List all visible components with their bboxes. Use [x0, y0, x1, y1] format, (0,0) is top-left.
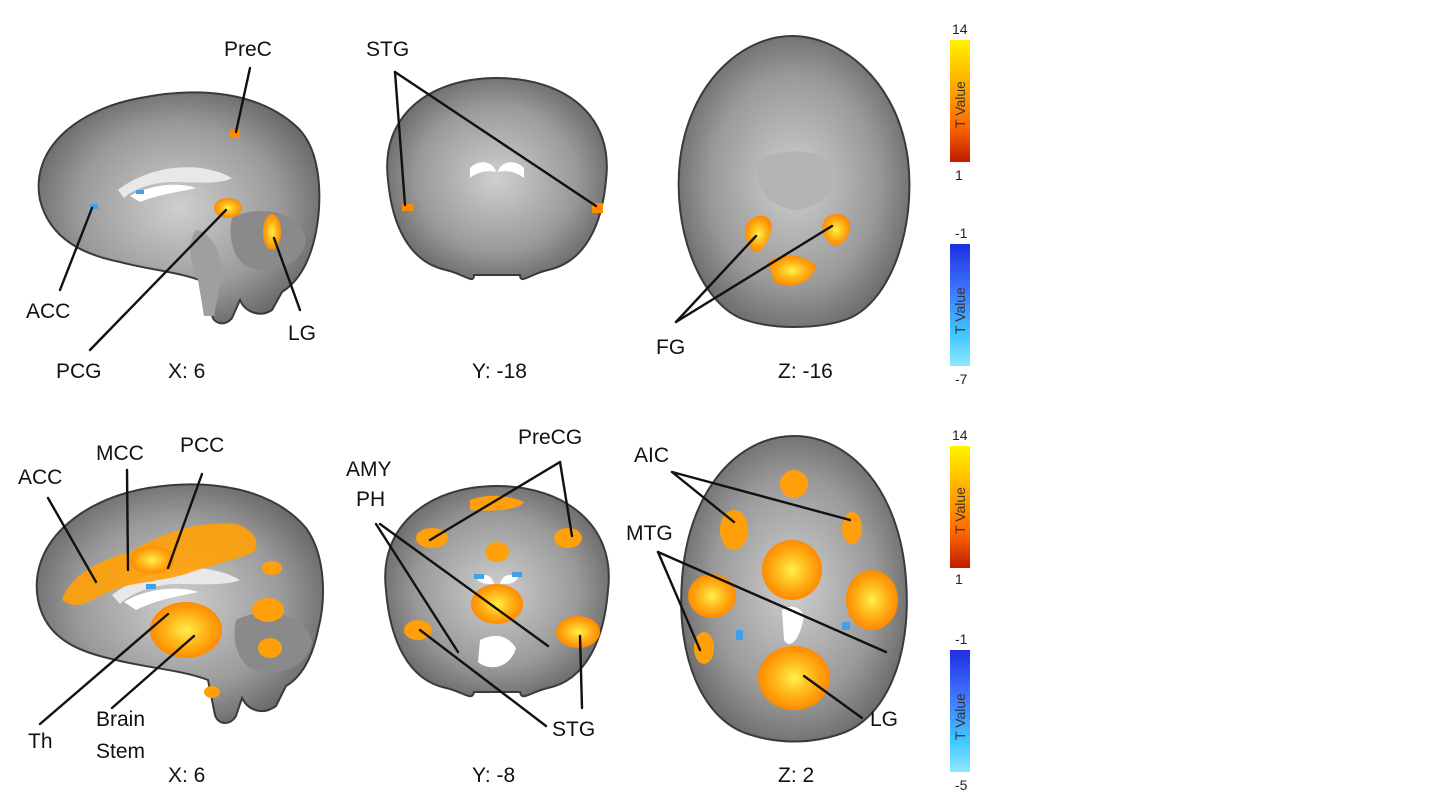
colorbar-max: -1	[955, 225, 968, 241]
activation-region	[688, 574, 736, 618]
activation-region	[556, 616, 600, 648]
activation-region	[842, 512, 862, 544]
colorbar-max: 14	[952, 21, 968, 37]
ventricle	[782, 606, 804, 644]
coronal-slice-row1	[386, 76, 608, 280]
sagittal-slice-row2	[35, 483, 324, 724]
activation-blob	[230, 130, 240, 138]
activation-region	[262, 561, 282, 575]
colorbar-min: 1	[955, 571, 963, 587]
brainstem	[190, 230, 222, 316]
colorbar-gradient	[950, 650, 970, 772]
colorbar-title: T Value	[952, 487, 968, 534]
deactivation-blob	[842, 622, 850, 630]
activation-blob	[214, 198, 242, 218]
brain-silhouette	[386, 76, 608, 280]
coord-label: X: 6	[168, 764, 205, 787]
colorbar-gradient	[950, 446, 970, 568]
activation-region	[758, 646, 830, 710]
colorbar-positive-row2: 14 T Value 1	[950, 427, 970, 587]
activation-region	[694, 632, 714, 664]
activation-region	[471, 584, 523, 624]
activation-region	[130, 546, 174, 574]
slice-coordinates: X: 6 Y: -18 Z: -16 X: 6 Y: -8 Z: 2	[168, 360, 833, 787]
activation-blob	[402, 204, 413, 211]
label-brain: Brain	[96, 708, 145, 731]
ventricle	[478, 635, 516, 668]
activation-blob	[822, 214, 851, 246]
label-prec: PreC	[224, 38, 272, 61]
label-lg: LG	[870, 708, 898, 731]
sagittal-slice-row1	[37, 91, 321, 325]
coord-label: Z: -16	[778, 360, 833, 383]
brain-silhouette	[37, 91, 321, 325]
label-stg: STG	[552, 718, 595, 741]
deactivation-blob	[736, 630, 743, 640]
label-pcg: PCG	[56, 360, 102, 383]
label-acc: ACC	[26, 300, 70, 323]
axial-slice-row1	[677, 34, 911, 328]
activation-region	[762, 540, 822, 600]
colorbar-min: 1	[955, 167, 963, 183]
corpus-callosum	[118, 167, 232, 198]
activation-region	[204, 686, 220, 698]
deactivation-blob	[146, 584, 156, 589]
activation-region	[846, 570, 898, 630]
activation-blob	[768, 255, 816, 286]
label-aic: AIC	[634, 444, 669, 467]
coord-label: Y: -8	[472, 764, 515, 787]
colorbar-max: 14	[952, 427, 968, 443]
activation-blob	[592, 203, 603, 213]
label-pcc: PCC	[180, 434, 224, 457]
colorbar-min: -5	[955, 777, 968, 793]
label-mcc: MCC	[96, 442, 144, 465]
coord-label: X: 6	[168, 360, 205, 383]
activation-region	[780, 470, 808, 498]
deactivation-blob	[512, 572, 522, 577]
ventricle	[124, 588, 198, 610]
label-stem: Stem	[96, 740, 145, 763]
colorbar-negative-row1: -1 T Value -7	[950, 225, 970, 387]
deactivation-blob	[136, 190, 144, 194]
ventricle	[130, 184, 196, 202]
label-acc: ACC	[18, 466, 62, 489]
label-th: Th	[28, 730, 53, 753]
activation-blob	[745, 215, 772, 252]
deactivation-blob	[474, 574, 484, 579]
activation-region	[252, 598, 284, 622]
colorbar-title: T Value	[952, 81, 968, 128]
colorbar-negative-row2: -1 T Value -5	[950, 631, 970, 793]
activation-region	[150, 602, 222, 658]
colorbar-title: T Value	[952, 693, 968, 740]
activation-region	[485, 542, 509, 562]
colorbar-gradient	[950, 40, 970, 162]
activation-region	[258, 638, 282, 658]
axial-slice-row2	[680, 434, 908, 743]
label-mtg: MTG	[626, 522, 673, 545]
colorbar-gradient	[950, 244, 970, 366]
activation-blob	[263, 214, 281, 250]
midbrain	[757, 151, 834, 210]
colorbar-positive-row1: 14 T Value 1	[950, 21, 970, 183]
ventricle	[498, 162, 524, 178]
ventricle	[500, 575, 518, 584]
label-stg: STG	[366, 38, 409, 61]
label-amy: AMY	[346, 458, 392, 481]
label-lg: LG	[288, 322, 316, 345]
colorbar-title: T Value	[952, 287, 968, 334]
ventricle	[470, 162, 496, 178]
label-fg: FG	[656, 336, 685, 359]
deactivation-blob	[90, 204, 98, 209]
activation-region	[720, 510, 748, 550]
label-ph: PH	[356, 488, 385, 511]
label-precg: PreCG	[518, 426, 582, 449]
leader-lines	[38, 66, 888, 728]
coord-label: Y: -18	[472, 360, 527, 383]
coord-label: Z: 2	[778, 764, 814, 787]
colorbar-max: -1	[955, 631, 968, 647]
region-labels: PreC ACC PCG LG STG FG ACC MCC PCC Th Br…	[18, 38, 898, 763]
activation-region	[554, 528, 582, 548]
colorbar-min: -7	[955, 371, 968, 387]
